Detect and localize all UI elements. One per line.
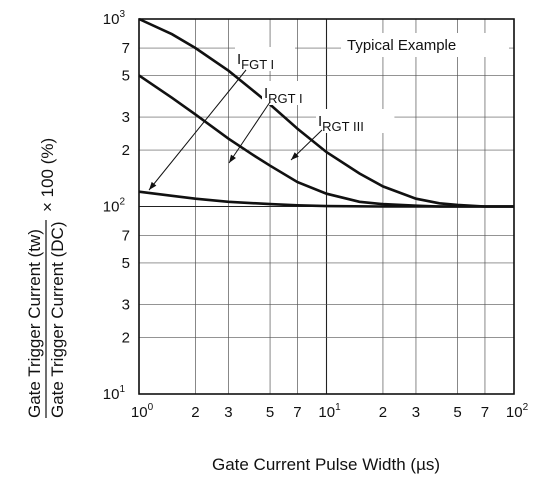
series-label-3: IRGT III [318,113,364,134]
series-label-1: IFGT I [237,51,274,72]
series-line-1 [138,17,514,208]
x-tick-label: 100 [131,402,154,421]
x-tick-label: 5 [453,404,461,421]
y-axis-label: Gate Trigger Current (tw) Gate Trigger C… [25,138,67,418]
y-tick-label: 7 [122,40,130,57]
x-tick-label: 101 [318,402,341,421]
x-tick-label: 3 [412,404,420,421]
tick-labels: 100 2 3 5 7 101 2 3 5 7 102 101 2 3 5 7 102 2 3 5 7 103 [103,9,529,421]
y-tick-label: 102 [103,197,126,216]
series-label-2: IRGT I [264,85,303,106]
leader-arrowhead [229,154,236,163]
y-tick-label: 5 [122,67,130,84]
y-tick-label: 7 [122,228,130,245]
series-labels: IFGT I IRGT I IRGT III [148,47,395,191]
x-tick-label: 5 [266,404,274,421]
curves [138,17,514,208]
leader-arrowhead [291,152,299,160]
y-axis-suffix: × 100 (%) [38,138,57,212]
x-tick-label: 7 [293,404,301,421]
y-tick-label: 5 [122,255,130,272]
y-axis-denominator: Gate Trigger Current (DC) [48,222,67,419]
y-tick-label: 2 [122,142,130,159]
x-axis-label: Gate Current Pulse Width (µs) [212,455,440,474]
x-tick-label: 2 [379,404,387,421]
series-line-3 [138,190,514,208]
series-leader-line [148,69,247,191]
plot-grid [138,18,515,395]
series-leader-line [228,101,271,164]
y-tick-label: 2 [122,330,130,347]
series-label-bg [235,47,295,71]
y-tick-label: 3 [122,297,130,314]
x-tick-label: 102 [506,402,529,421]
y-tick-label: 103 [103,9,126,28]
x-tick-label: 3 [224,404,232,421]
series-label-bg [262,81,322,105]
y-tick-label: 101 [103,384,126,403]
typical-example-label: Typical Example [347,37,456,54]
typical-example-box: Typical Example [341,33,509,57]
y-axis-numerator: Gate Trigger Current (tw) [25,229,44,418]
y-tick-label: 3 [122,109,130,126]
x-tick-label: 7 [481,404,489,421]
x-tick-label: 2 [191,404,199,421]
series-label-bg [316,109,395,133]
leader-arrowhead [149,181,157,190]
